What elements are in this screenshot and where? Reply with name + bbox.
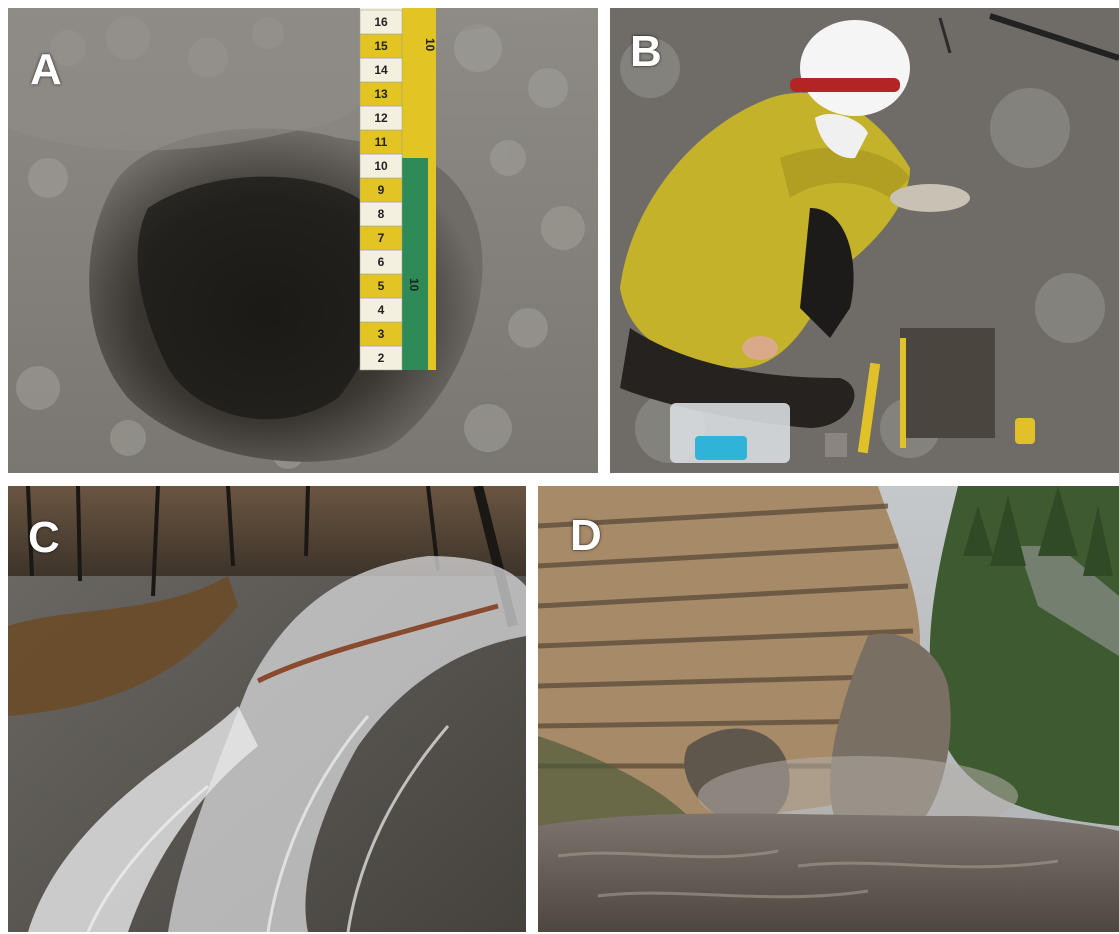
panel-label-d: D [570, 511, 602, 560]
ruler-number: 4 [378, 303, 385, 317]
ruler-number: 12 [374, 111, 388, 125]
field-sampling-photo [610, 8, 1119, 473]
photo-panel-a: 2 3 4 5 6 7 8 9 10 11 12 13 14 15 16 10 10 A [8, 8, 598, 473]
photo-panel-d: D [538, 486, 1119, 932]
ruler-block [359, 129, 403, 155]
ruler-number: 10 [374, 159, 388, 173]
ruler-block [359, 57, 403, 83]
ruler-block [359, 81, 403, 107]
ruler-number: 3 [378, 327, 385, 341]
ruler-number: 13 [374, 87, 388, 101]
ash-runoff-photo [8, 486, 526, 932]
ruler-number: 14 [374, 63, 388, 77]
ruler-side-label: 10 [423, 38, 437, 52]
panel-label-a: A [30, 45, 62, 94]
ruler-number: 15 [374, 39, 388, 53]
photo-panel-c: C [8, 486, 526, 932]
ruler-block [359, 273, 403, 299]
ruler-block [359, 297, 403, 323]
photo-panel-b: B [610, 8, 1119, 473]
ruler-block [359, 177, 403, 203]
ruler-number: 2 [378, 351, 385, 365]
ruler-block [359, 225, 403, 251]
ruler-block [359, 249, 403, 275]
ruler-number: 7 [378, 231, 385, 245]
panel-label-b: B [630, 27, 662, 76]
soil-pit-photo: 2 3 4 5 6 7 8 9 10 11 12 13 14 15 16 10 10 [8, 8, 598, 473]
ruler-number: 5 [378, 279, 385, 293]
ruler-number: 8 [378, 207, 385, 221]
ruler-block [359, 105, 403, 131]
ruler-number: 6 [378, 255, 385, 269]
debris-flow-canyon-photo [538, 486, 1119, 932]
ruler-block [359, 33, 403, 59]
ruler-block [359, 321, 403, 347]
panel-label-c: C [28, 513, 60, 562]
ruler-number: 9 [378, 183, 385, 197]
ruler-block [359, 153, 403, 179]
measuring-ruler: 2 3 4 5 6 7 8 9 10 11 12 13 14 15 16 10 10 [359, 8, 437, 371]
ruler-number: 11 [375, 135, 388, 149]
ruler-block [359, 201, 403, 227]
ruler-number: 16 [374, 15, 388, 29]
ruler-stripe-label: 10 [407, 278, 421, 292]
ruler-block [359, 9, 403, 35]
